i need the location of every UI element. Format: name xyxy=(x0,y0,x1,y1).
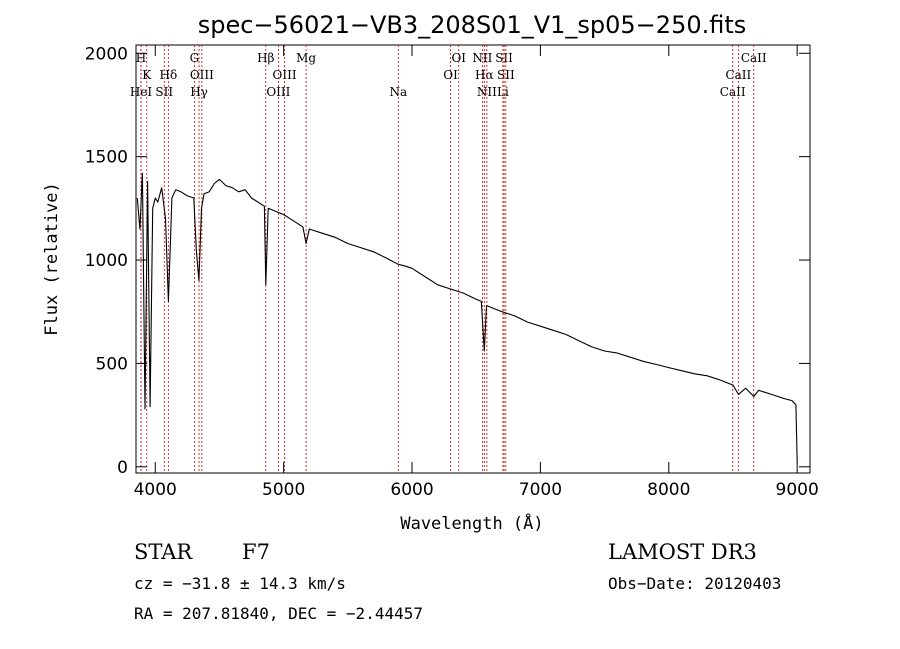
redshift-text: cz = −31.8 ± 14.3 km/s xyxy=(134,574,346,593)
y-tick-label: 500 xyxy=(96,354,128,374)
y-axis-label: Flux (relative) xyxy=(42,182,62,336)
spectral-line-label: Hγ xyxy=(190,85,208,99)
x-tick-label: 9000 xyxy=(776,480,819,500)
obs-date: Obs−Date: 20120403 xyxy=(608,574,781,593)
spectral-line-label: OIII xyxy=(273,68,297,82)
spectral-line-label: OIII xyxy=(266,85,290,99)
spectral-line-label: CaII xyxy=(720,85,746,99)
spectral-line-label: K xyxy=(142,68,152,82)
spectral-line-label: OI xyxy=(451,51,466,65)
y-tick-label: 1000 xyxy=(85,251,128,271)
spectral-line-label: HeI xyxy=(130,85,153,99)
x-tick-label: 7000 xyxy=(519,480,562,500)
spectral-line-label: Hβ xyxy=(257,51,274,65)
x-tick-label: 5000 xyxy=(262,480,305,500)
x-tick-label: 8000 xyxy=(647,480,690,500)
x-tick-label: 4000 xyxy=(134,480,177,500)
y-tick-label: 1500 xyxy=(85,148,128,168)
series-group xyxy=(136,172,798,463)
axes xyxy=(135,44,811,474)
y-tick-label: 0 xyxy=(117,458,128,478)
spectral-line-label: Hδ xyxy=(160,68,178,82)
coordinates: RA = 207.81840, DEC = −2.44457 xyxy=(134,604,423,623)
tick-group: 4000 5000 6000 7000 8000 9000 0 500 1000 1500 2000 xyxy=(85,44,819,500)
spectral-line-label: G xyxy=(190,51,200,65)
series-line-spectrum xyxy=(136,172,798,463)
spectral-line-label: NII xyxy=(477,85,497,99)
spectral-line-label: Li xyxy=(497,85,509,99)
y-tick-label: 2000 xyxy=(85,44,128,64)
spectral-line-label: Hα xyxy=(475,68,494,82)
spectral-line-label: OIII xyxy=(190,68,214,82)
x-axis-label: Wavelength (Å) xyxy=(400,512,543,534)
spectral-line-label: SII xyxy=(497,68,515,82)
chart-title: spec−56021−VB3_208S01_V1_sp05−250.fits xyxy=(198,11,747,39)
spectral-line-label: OI xyxy=(443,68,458,82)
spectral-line-label: NII xyxy=(472,51,492,65)
spectral-line-label: CaII xyxy=(725,68,751,82)
plot-frame xyxy=(135,44,811,474)
spectral-line-label: Mg xyxy=(296,51,316,65)
spectral-line-label: CaII xyxy=(741,51,767,65)
spectral-line-label: SII xyxy=(155,85,173,99)
object-type: STAR xyxy=(134,540,193,564)
spectral-line-label: SII xyxy=(495,51,513,65)
spectral-line-label: Na xyxy=(389,85,407,99)
survey-name: LAMOST DR3 xyxy=(608,540,757,564)
x-tick-label: 6000 xyxy=(390,480,433,500)
subclass: F7 xyxy=(242,540,270,564)
